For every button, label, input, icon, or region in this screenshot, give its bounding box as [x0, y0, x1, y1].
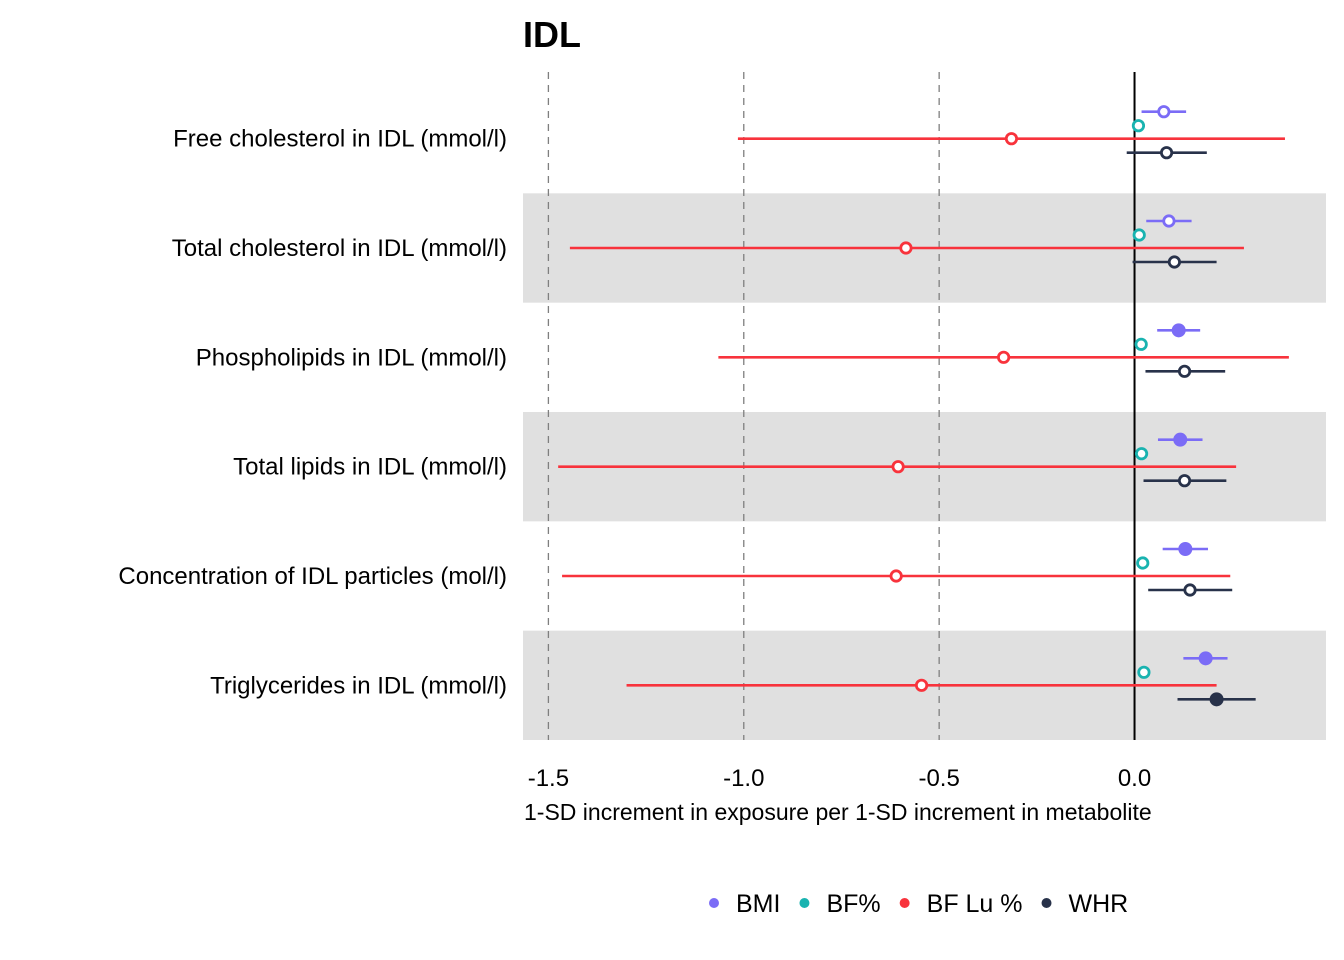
- legend-key: [899, 898, 910, 908]
- point-estimate: [1159, 146, 1174, 160]
- point-estimate: [889, 569, 903, 583]
- legend-key: [799, 898, 810, 908]
- y-axis-label: Free cholesterol in IDL (mmol/l): [173, 126, 507, 153]
- x-tick-label: -0.5: [918, 765, 959, 792]
- point-estimate: [1004, 132, 1019, 146]
- point-estimate: [1173, 432, 1188, 447]
- point-estimate: [1198, 651, 1213, 666]
- point-estimate: [1157, 105, 1171, 119]
- x-tick-label: -1.5: [528, 765, 569, 792]
- legend-label: WHR: [1069, 890, 1129, 918]
- point-estimate: [1177, 474, 1192, 488]
- point-estimate: [899, 241, 913, 255]
- point-estimate: [891, 460, 905, 474]
- x-tick-label: -1.0: [723, 765, 764, 792]
- y-axis-label: Phospholipids in IDL (mmol/l): [196, 344, 507, 371]
- reference-lines-group: [547, 72, 1136, 740]
- point-estimates-group: [889, 105, 1224, 707]
- chart-title: IDL: [523, 14, 581, 55]
- x-tick-label: 0.0: [1118, 765, 1151, 792]
- legend-label: BF Lu %: [927, 890, 1023, 918]
- point-estimate: [1183, 583, 1197, 597]
- point-estimate: [1167, 255, 1181, 269]
- legend-key: [1041, 898, 1052, 908]
- y-axis-label: Triglycerides in IDL (mmol/l): [210, 672, 507, 699]
- point-estimate: [1162, 214, 1176, 228]
- point-estimate: [1136, 556, 1150, 570]
- point-estimate: [1178, 542, 1193, 556]
- y-axis-labels-group: Free cholesterol in IDL (mmol/l) Total ch…: [118, 126, 507, 700]
- point-estimate: [914, 678, 929, 692]
- point-estimate: [1209, 692, 1224, 707]
- x-axis-ticks-group: -1.5 -1.0 -0.5 0.0: [528, 765, 1151, 792]
- legend-label: BMI: [736, 890, 780, 918]
- point-estimate: [1134, 337, 1148, 351]
- point-estimate: [1134, 447, 1149, 461]
- point-estimate: [1171, 323, 1186, 338]
- y-axis-label: Total lipids in IDL (mmol/l): [233, 454, 507, 481]
- legend-label: BF%: [826, 890, 880, 918]
- y-axis-label: Concentration of IDL particles (mol/l): [118, 563, 507, 590]
- point-estimate: [1131, 119, 1146, 133]
- x-axis-label: 1-SD increment in exposure per 1-SD incr…: [524, 799, 1152, 825]
- legend: BMI BF% BF Lu % WHR: [709, 890, 1128, 918]
- point-estimate: [997, 350, 1011, 364]
- legend-key: [709, 898, 719, 908]
- point-estimate: [1132, 228, 1146, 242]
- point-estimate: [1137, 665, 1151, 679]
- y-axis-label: Total cholesterol in IDL (mmol/l): [172, 235, 507, 262]
- point-estimate: [1177, 364, 1192, 378]
